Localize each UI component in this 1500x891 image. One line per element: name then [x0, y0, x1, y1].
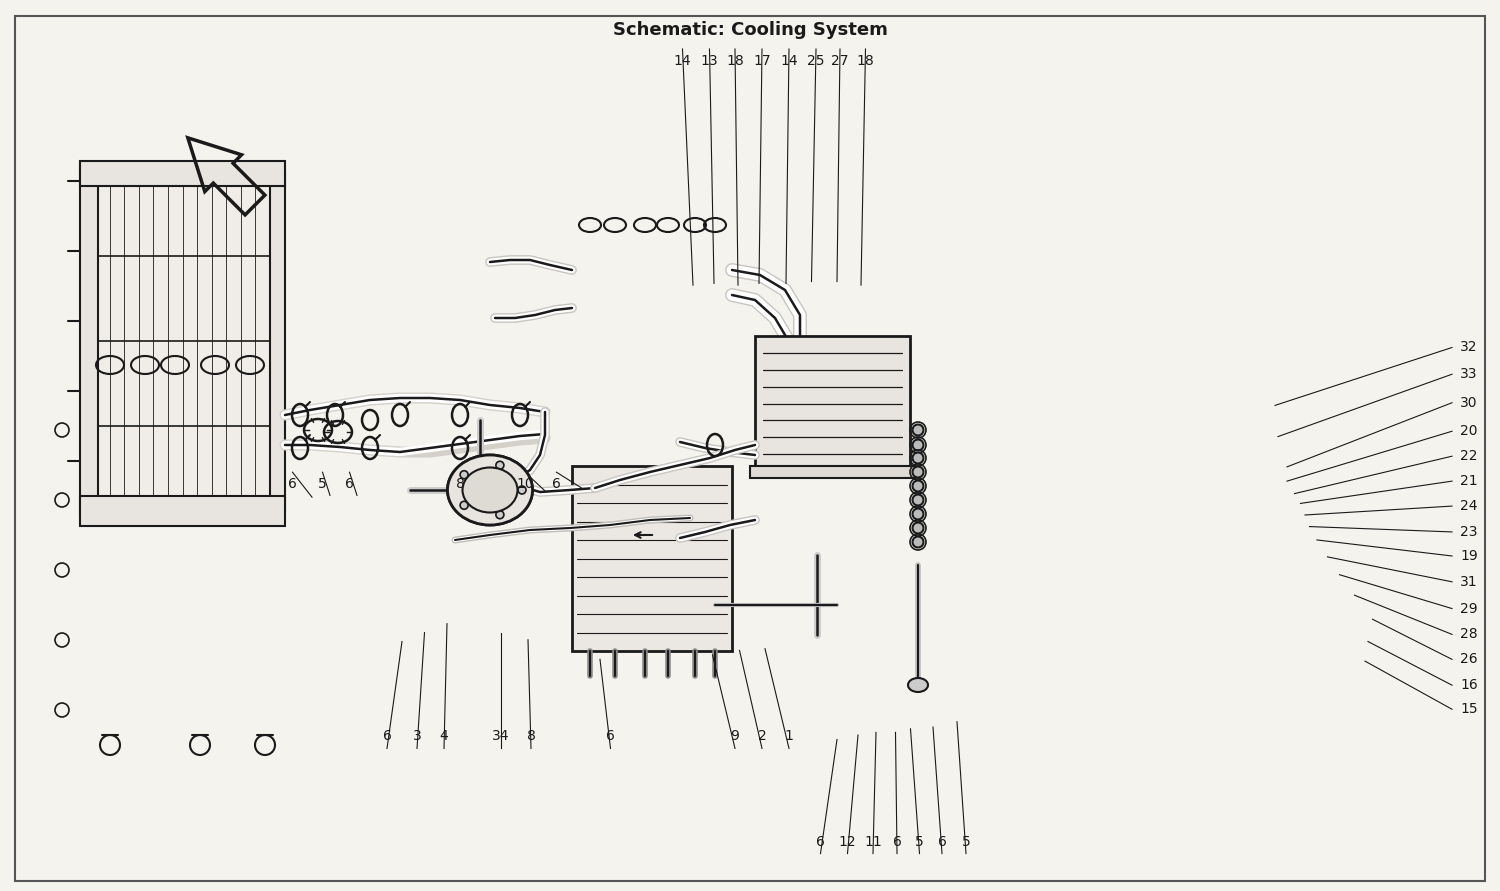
Bar [270, 171, 285, 511]
Text: 19: 19 [1460, 549, 1478, 563]
Text: 15: 15 [1460, 702, 1478, 716]
Text: 6: 6 [606, 730, 615, 743]
Circle shape [518, 486, 526, 494]
Circle shape [460, 502, 468, 510]
Text: 4: 4 [440, 730, 448, 743]
Circle shape [912, 495, 924, 505]
Circle shape [912, 453, 924, 463]
Text: 14: 14 [674, 54, 692, 68]
Circle shape [912, 424, 924, 436]
Text: 16: 16 [1460, 678, 1478, 692]
Text: 33: 33 [1460, 367, 1478, 381]
Text: 11: 11 [864, 835, 882, 848]
Text: 29: 29 [1460, 601, 1478, 616]
Ellipse shape [447, 455, 532, 525]
Text: 32: 32 [1460, 340, 1478, 355]
Text: 20: 20 [1460, 424, 1478, 438]
Text: 28: 28 [1460, 627, 1478, 642]
Text: 9: 9 [730, 730, 740, 743]
Text: 18: 18 [726, 54, 744, 68]
Circle shape [496, 462, 504, 470]
Circle shape [912, 480, 924, 492]
Text: 30: 30 [1460, 396, 1478, 410]
Text: 6: 6 [288, 478, 297, 491]
Circle shape [912, 522, 924, 534]
Text: 6: 6 [382, 730, 392, 743]
Text: 23: 23 [1460, 525, 1478, 539]
Text: 5: 5 [915, 835, 924, 848]
Text: 6: 6 [892, 835, 902, 848]
Text: Schematic: Cooling System: Schematic: Cooling System [612, 21, 888, 39]
Text: 6: 6 [938, 835, 946, 848]
Text: 6: 6 [552, 478, 561, 491]
Text: 14: 14 [780, 54, 798, 68]
Text: 5: 5 [318, 478, 327, 491]
Circle shape [912, 536, 924, 547]
Bar [80, 496, 285, 526]
Text: 8: 8 [456, 478, 465, 491]
Circle shape [912, 467, 924, 478]
Text: 5: 5 [962, 835, 970, 848]
Text: 17: 17 [753, 54, 771, 68]
Text: 13: 13 [700, 54, 718, 68]
Text: 18: 18 [856, 54, 874, 68]
Text: 3: 3 [413, 730, 422, 743]
Bar [94, 171, 270, 511]
Text: 24: 24 [1460, 499, 1478, 513]
Circle shape [460, 470, 468, 478]
Text: 22: 22 [1460, 449, 1478, 463]
Text: 1: 1 [784, 730, 794, 743]
Text: 8: 8 [526, 730, 536, 743]
Circle shape [912, 509, 924, 519]
Circle shape [496, 511, 504, 519]
Text: 21: 21 [1460, 474, 1478, 488]
Text: 6: 6 [345, 478, 354, 491]
Text: 10: 10 [516, 478, 534, 491]
Ellipse shape [447, 455, 532, 525]
Text: 6: 6 [816, 835, 825, 848]
Text: 7: 7 [486, 478, 495, 491]
Text: 12: 12 [839, 835, 856, 848]
Text: 27: 27 [831, 54, 849, 68]
Bar [80, 161, 285, 186]
Circle shape [912, 439, 924, 451]
Text: 25: 25 [807, 54, 825, 68]
Text: 2: 2 [758, 730, 766, 743]
Ellipse shape [908, 678, 928, 692]
Text: 31: 31 [1460, 575, 1478, 589]
Ellipse shape [462, 468, 518, 512]
Bar [572, 466, 732, 651]
Bar [80, 166, 98, 516]
Text: 26: 26 [1460, 652, 1478, 666]
Bar [750, 466, 915, 478]
Text: 34: 34 [492, 730, 510, 743]
Bar [754, 336, 910, 471]
